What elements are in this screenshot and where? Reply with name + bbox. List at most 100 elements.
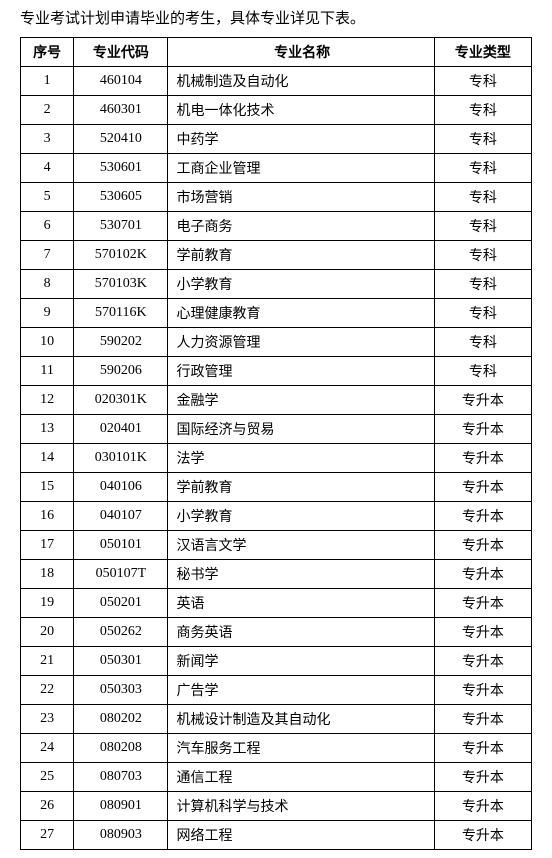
cell-seq: 3: [21, 124, 74, 153]
cell-code: 040107: [74, 501, 168, 530]
cell-name: 机电一体化技术: [168, 95, 434, 124]
table-row: 15040106学前教育专升本: [21, 472, 532, 501]
cell-seq: 15: [21, 472, 74, 501]
table-header-row: 序号 专业代码 专业名称 专业类型: [21, 37, 532, 66]
cell-seq: 18: [21, 559, 74, 588]
cell-name: 市场营销: [168, 182, 434, 211]
cell-seq: 9: [21, 298, 74, 327]
cell-code: 530701: [74, 211, 168, 240]
cell-code: 080901: [74, 791, 168, 820]
cell-code: 050303: [74, 675, 168, 704]
header-type: 专业类型: [434, 37, 531, 66]
cell-seq: 7: [21, 240, 74, 269]
cell-name: 汉语言文学: [168, 530, 434, 559]
table-row: 27080903网络工程专升本: [21, 820, 532, 849]
cell-type: 专升本: [434, 704, 531, 733]
table-row: 23080202机械设计制造及其自动化专升本: [21, 704, 532, 733]
table-row: 24080208汽车服务工程专升本: [21, 733, 532, 762]
cell-type: 专科: [434, 298, 531, 327]
cell-code: 050107T: [74, 559, 168, 588]
cell-type: 专升本: [434, 675, 531, 704]
cell-name: 新闻学: [168, 646, 434, 675]
cell-type: 专升本: [434, 414, 531, 443]
cell-code: 460104: [74, 66, 168, 95]
cell-type: 专升本: [434, 733, 531, 762]
cell-seq: 12: [21, 385, 74, 414]
cell-seq: 20: [21, 617, 74, 646]
cell-name: 机械设计制造及其自动化: [168, 704, 434, 733]
table-header: 序号 专业代码 专业名称 专业类型: [21, 37, 532, 66]
cell-seq: 2: [21, 95, 74, 124]
cell-name: 工商企业管理: [168, 153, 434, 182]
cell-name: 计算机科学与技术: [168, 791, 434, 820]
cell-code: 520410: [74, 124, 168, 153]
table-row: 1460104机械制造及自动化专科: [21, 66, 532, 95]
cell-type: 专科: [434, 240, 531, 269]
cell-seq: 11: [21, 356, 74, 385]
header-code: 专业代码: [74, 37, 168, 66]
cell-code: 050301: [74, 646, 168, 675]
cell-name: 学前教育: [168, 240, 434, 269]
table-row: 13020401国际经济与贸易专升本: [21, 414, 532, 443]
cell-seq: 23: [21, 704, 74, 733]
cell-seq: 10: [21, 327, 74, 356]
cell-code: 050201: [74, 588, 168, 617]
cell-name: 秘书学: [168, 559, 434, 588]
cell-name: 英语: [168, 588, 434, 617]
cell-seq: 26: [21, 791, 74, 820]
cell-seq: 8: [21, 269, 74, 298]
cell-code: 570116K: [74, 298, 168, 327]
cell-code: 020401: [74, 414, 168, 443]
cell-seq: 16: [21, 501, 74, 530]
cell-type: 专升本: [434, 559, 531, 588]
cell-code: 080202: [74, 704, 168, 733]
cell-seq: 5: [21, 182, 74, 211]
table-row: 11590206行政管理专科: [21, 356, 532, 385]
cell-seq: 17: [21, 530, 74, 559]
cell-code: 040106: [74, 472, 168, 501]
table-row: 22050303广告学专升本: [21, 675, 532, 704]
table-row: 21050301新闻学专升本: [21, 646, 532, 675]
cell-code: 080208: [74, 733, 168, 762]
header-name: 专业名称: [168, 37, 434, 66]
cell-name: 机械制造及自动化: [168, 66, 434, 95]
table-row: 6530701电子商务专科: [21, 211, 532, 240]
majors-table: 序号 专业代码 专业名称 专业类型 1460104机械制造及自动化专科24603…: [20, 37, 532, 850]
cell-seq: 24: [21, 733, 74, 762]
cell-type: 专科: [434, 95, 531, 124]
cell-name: 电子商务: [168, 211, 434, 240]
cell-seq: 1: [21, 66, 74, 95]
cell-type: 专科: [434, 269, 531, 298]
table-row: 16040107小学教育专升本: [21, 501, 532, 530]
cell-seq: 21: [21, 646, 74, 675]
cell-code: 530605: [74, 182, 168, 211]
cell-name: 中药学: [168, 124, 434, 153]
cell-type: 专科: [434, 182, 531, 211]
cell-code: 050101: [74, 530, 168, 559]
table-row: 14030101K法学专升本: [21, 443, 532, 472]
cell-code: 020301K: [74, 385, 168, 414]
cell-type: 专升本: [434, 501, 531, 530]
cell-type: 专升本: [434, 791, 531, 820]
cell-name: 汽车服务工程: [168, 733, 434, 762]
cell-code: 080903: [74, 820, 168, 849]
cell-name: 小学教育: [168, 269, 434, 298]
cell-type: 专升本: [434, 588, 531, 617]
table-row: 20050262商务英语专升本: [21, 617, 532, 646]
cell-code: 080703: [74, 762, 168, 791]
cell-type: 专升本: [434, 530, 531, 559]
cell-seq: 19: [21, 588, 74, 617]
cell-type: 专升本: [434, 385, 531, 414]
table-row: 26080901计算机科学与技术专升本: [21, 791, 532, 820]
table-row: 7570102K学前教育专科: [21, 240, 532, 269]
cell-type: 专科: [434, 153, 531, 182]
cell-name: 网络工程: [168, 820, 434, 849]
cell-seq: 4: [21, 153, 74, 182]
table-row: 25080703通信工程专升本: [21, 762, 532, 791]
table-row: 19050201英语专升本: [21, 588, 532, 617]
table-row: 4530601工商企业管理专科: [21, 153, 532, 182]
cell-name: 行政管理: [168, 356, 434, 385]
cell-type: 专科: [434, 356, 531, 385]
cell-code: 570102K: [74, 240, 168, 269]
table-row: 9570116K心理健康教育专科: [21, 298, 532, 327]
